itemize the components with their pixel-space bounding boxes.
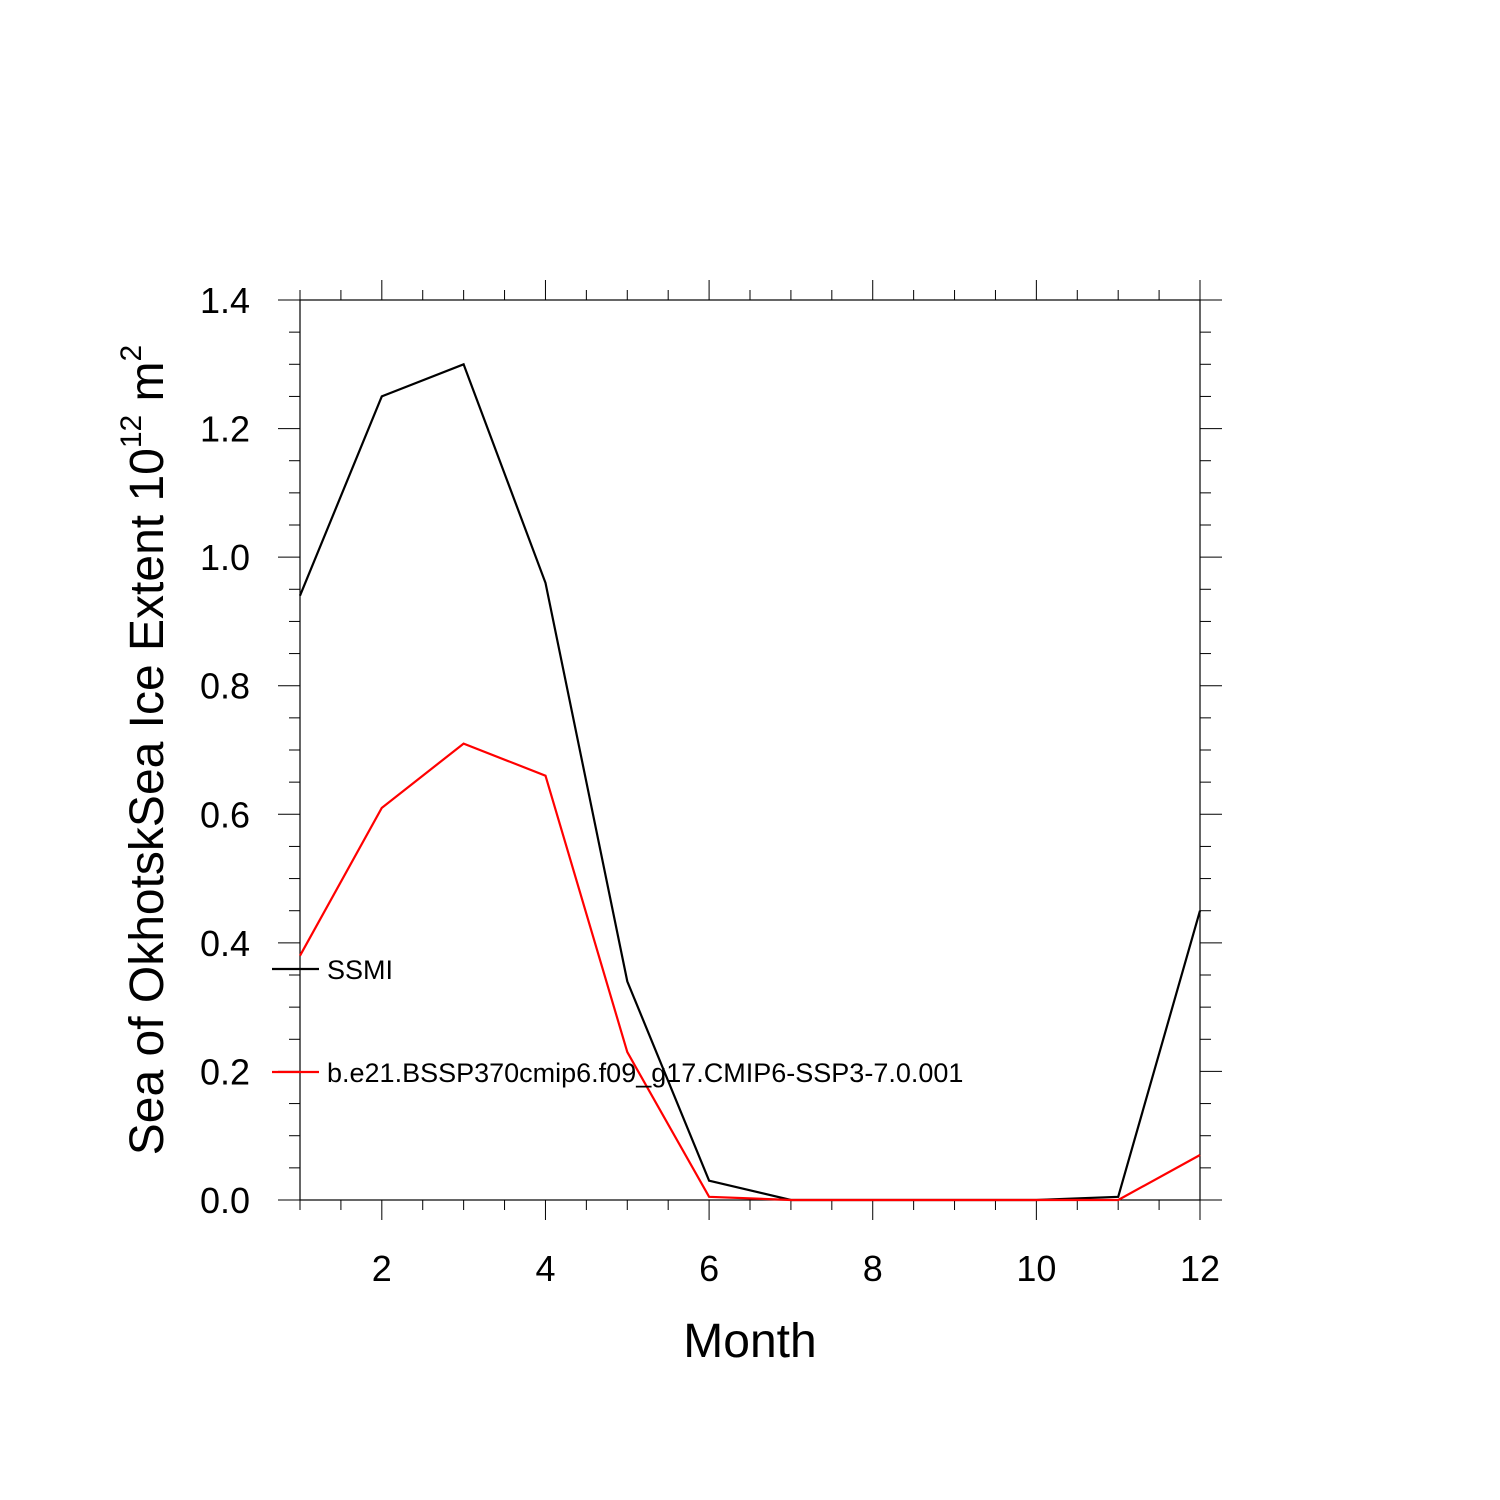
- x-tick-label: 10: [1016, 1248, 1056, 1289]
- x-axis-title: Month: [683, 1315, 816, 1368]
- legend-label-2: b.e21.BSSP370cmip6.f09_g17.CMIP6-SSP3-7.…: [327, 1058, 963, 1088]
- y-tick-label: 0.2: [200, 1051, 250, 1092]
- y-tick-label: 1.4: [200, 280, 250, 321]
- y-tick-label: 1.0: [200, 537, 250, 578]
- x-tick-labels: 2 4 6 8 10 12: [372, 1248, 1220, 1289]
- x-tick-label: 12: [1180, 1248, 1220, 1289]
- y-axis-title-exponent: 12: [115, 415, 148, 448]
- x-tick-label: 6: [699, 1248, 719, 1289]
- y-tick-label: 0.8: [200, 666, 250, 707]
- y-tick-label: 0.4: [200, 923, 250, 964]
- y-tick-label: 1.2: [200, 409, 250, 450]
- y-tick-labels: 0.0 0.2 0.4 0.6 0.8 1.0 1.2 1.4: [200, 280, 250, 1221]
- series-lines: [298, 362, 1202, 1202]
- y-axis-title: Sea of OkhotskSea Ice Extent 1012 m2: [115, 345, 174, 1155]
- y-axis-title-base: Sea of OkhotskSea Ice Extent 10: [121, 448, 174, 1155]
- y-tick-label: 0.0: [200, 1180, 250, 1221]
- series-line-2: [299, 742, 1201, 1202]
- y-tick-label: 0.6: [200, 794, 250, 835]
- x-tick-label: 8: [863, 1248, 883, 1289]
- x-tick-label: 2: [372, 1248, 392, 1289]
- axis-ticks: [278, 280, 1222, 1220]
- y-axis-title-unit-exponent: 2: [115, 345, 148, 362]
- y-axis-title-unit: m: [121, 361, 174, 414]
- legend-label-1: SSMI: [327, 955, 393, 985]
- legend: SSMI b.e21.BSSP370cmip6.f09_g17.CMIP6-SSP…: [272, 955, 963, 1088]
- x-tick-label: 4: [535, 1248, 555, 1289]
